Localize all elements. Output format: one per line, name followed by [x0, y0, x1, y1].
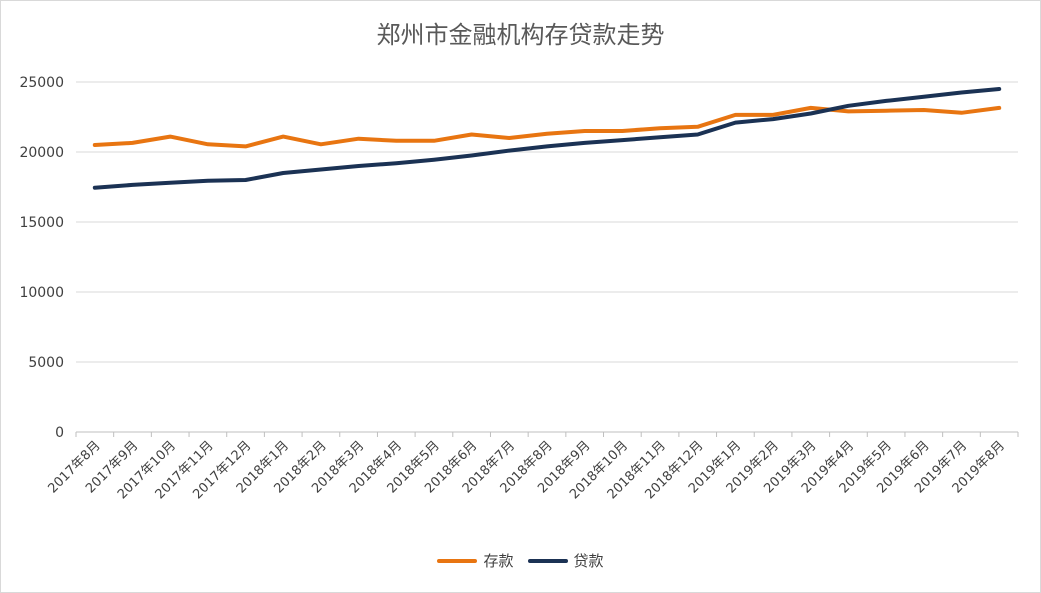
legend-item-deposits: 存款	[437, 550, 514, 571]
legend-item-loans: 贷款	[527, 550, 604, 571]
y-tick-label: 0	[55, 425, 64, 441]
chart-title: 郑州市金融机构存贷款走势	[376, 21, 665, 49]
legend-swatch-loans	[527, 558, 568, 563]
chart-legend: 存款 贷款	[1, 550, 1040, 571]
legend-swatch-deposits	[437, 558, 478, 563]
y-tick-label: 20000	[19, 145, 64, 161]
series-line-deposits	[92, 105, 1002, 149]
y-tick-label: 5000	[28, 355, 64, 371]
y-tick-label: 25000	[19, 75, 64, 91]
y-tick-label: 10000	[19, 285, 64, 301]
legend-label-deposits: 存款	[483, 552, 514, 570]
series-line-loans	[92, 87, 1002, 190]
legend-label-loans: 贷款	[573, 552, 604, 570]
y-tick-label: 15000	[19, 215, 64, 231]
